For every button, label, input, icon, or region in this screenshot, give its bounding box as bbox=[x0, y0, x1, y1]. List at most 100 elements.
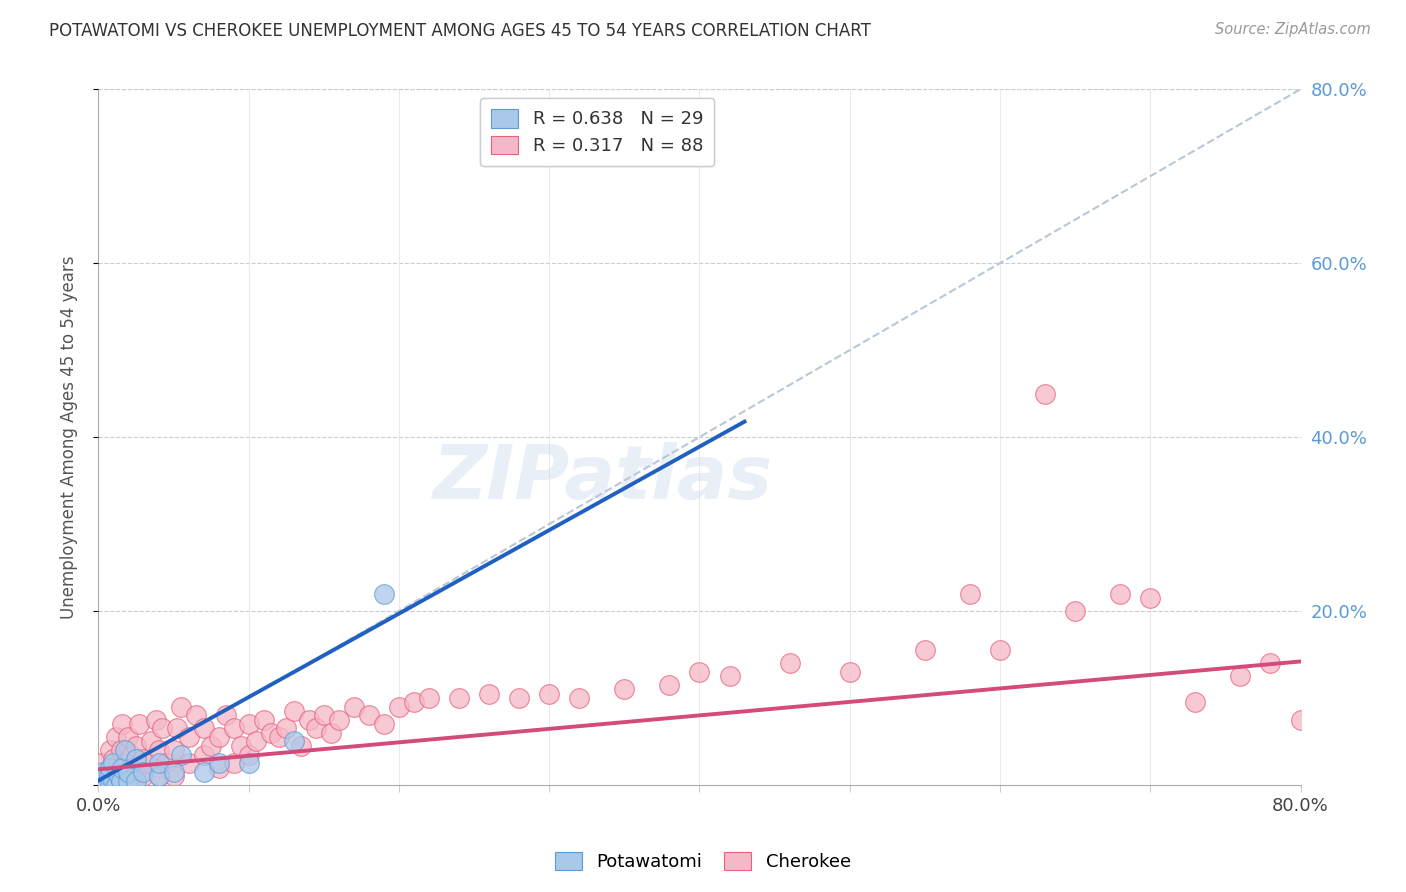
Point bbox=[298, 713, 321, 727]
Point bbox=[238, 747, 260, 762]
Point bbox=[343, 699, 366, 714]
Point bbox=[132, 764, 155, 779]
Point bbox=[97, 764, 120, 779]
Point bbox=[125, 773, 148, 788]
Point bbox=[114, 756, 136, 771]
Text: ZIPatlas: ZIPatlas bbox=[433, 442, 773, 516]
Point bbox=[222, 722, 245, 736]
Point bbox=[105, 778, 128, 792]
Point bbox=[253, 713, 276, 727]
Point bbox=[1289, 713, 1312, 727]
Point bbox=[166, 722, 188, 736]
Point bbox=[135, 756, 157, 771]
Point bbox=[103, 752, 125, 766]
Point bbox=[111, 760, 134, 774]
Point bbox=[1109, 587, 1132, 601]
Point bbox=[162, 769, 184, 783]
Point bbox=[402, 695, 425, 709]
Point bbox=[155, 756, 177, 771]
Point bbox=[245, 734, 267, 748]
Legend: Potawatomi, Cherokee: Potawatomi, Cherokee bbox=[548, 845, 858, 879]
Point bbox=[267, 730, 290, 744]
Point bbox=[1064, 604, 1087, 618]
Point bbox=[283, 734, 305, 748]
Point bbox=[328, 713, 350, 727]
Point bbox=[145, 713, 167, 727]
Point bbox=[184, 708, 207, 723]
Point bbox=[177, 730, 200, 744]
Point bbox=[838, 665, 860, 679]
Point bbox=[276, 722, 298, 736]
Point bbox=[105, 730, 128, 744]
Point bbox=[87, 778, 110, 792]
Point bbox=[110, 778, 132, 792]
Point bbox=[110, 773, 132, 788]
Point bbox=[150, 722, 173, 736]
Point bbox=[222, 756, 245, 771]
Point bbox=[508, 690, 530, 705]
Point bbox=[305, 722, 328, 736]
Point bbox=[100, 778, 122, 792]
Point bbox=[148, 769, 170, 783]
Point bbox=[312, 708, 335, 723]
Point bbox=[373, 587, 395, 601]
Point bbox=[538, 687, 561, 701]
Point bbox=[87, 767, 110, 781]
Point bbox=[94, 778, 117, 792]
Point bbox=[478, 687, 501, 701]
Point bbox=[117, 764, 139, 779]
Point bbox=[1033, 386, 1056, 401]
Point bbox=[162, 743, 184, 757]
Point bbox=[100, 760, 122, 774]
Point bbox=[128, 717, 150, 731]
Text: POTAWATOMI VS CHEROKEE UNEMPLOYMENT AMONG AGES 45 TO 54 YEARS CORRELATION CHART: POTAWATOMI VS CHEROKEE UNEMPLOYMENT AMON… bbox=[49, 22, 872, 40]
Point bbox=[162, 764, 184, 779]
Point bbox=[117, 773, 139, 788]
Point bbox=[959, 587, 981, 601]
Point bbox=[132, 769, 155, 783]
Point bbox=[107, 764, 129, 779]
Point bbox=[94, 778, 117, 792]
Point bbox=[914, 643, 936, 657]
Point bbox=[111, 717, 134, 731]
Point bbox=[170, 699, 193, 714]
Point bbox=[1184, 695, 1206, 709]
Point bbox=[103, 756, 125, 771]
Point bbox=[132, 752, 155, 766]
Point bbox=[114, 743, 136, 757]
Point bbox=[121, 747, 143, 762]
Point bbox=[718, 669, 741, 683]
Point bbox=[125, 752, 148, 766]
Point bbox=[200, 739, 222, 753]
Y-axis label: Unemployment Among Ages 45 to 54 years: Unemployment Among Ages 45 to 54 years bbox=[59, 255, 77, 619]
Point bbox=[170, 747, 193, 762]
Point bbox=[103, 778, 125, 792]
Point bbox=[215, 708, 238, 723]
Point bbox=[388, 699, 411, 714]
Point bbox=[447, 690, 470, 705]
Point bbox=[90, 756, 112, 771]
Point bbox=[139, 734, 162, 748]
Point bbox=[658, 678, 681, 692]
Point bbox=[613, 682, 636, 697]
Point bbox=[238, 756, 260, 771]
Point bbox=[568, 690, 591, 705]
Point bbox=[148, 756, 170, 771]
Point bbox=[103, 773, 125, 788]
Point bbox=[125, 739, 148, 753]
Point bbox=[148, 769, 170, 783]
Point bbox=[177, 756, 200, 771]
Point bbox=[208, 730, 231, 744]
Point bbox=[87, 778, 110, 792]
Point bbox=[91, 764, 114, 779]
Point bbox=[689, 665, 711, 679]
Point bbox=[193, 764, 215, 779]
Point bbox=[90, 771, 112, 785]
Point bbox=[100, 743, 122, 757]
Point bbox=[208, 760, 231, 774]
Point bbox=[779, 657, 801, 671]
Text: Source: ZipAtlas.com: Source: ZipAtlas.com bbox=[1215, 22, 1371, 37]
Point bbox=[290, 739, 312, 753]
Point bbox=[193, 747, 215, 762]
Point bbox=[117, 773, 139, 788]
